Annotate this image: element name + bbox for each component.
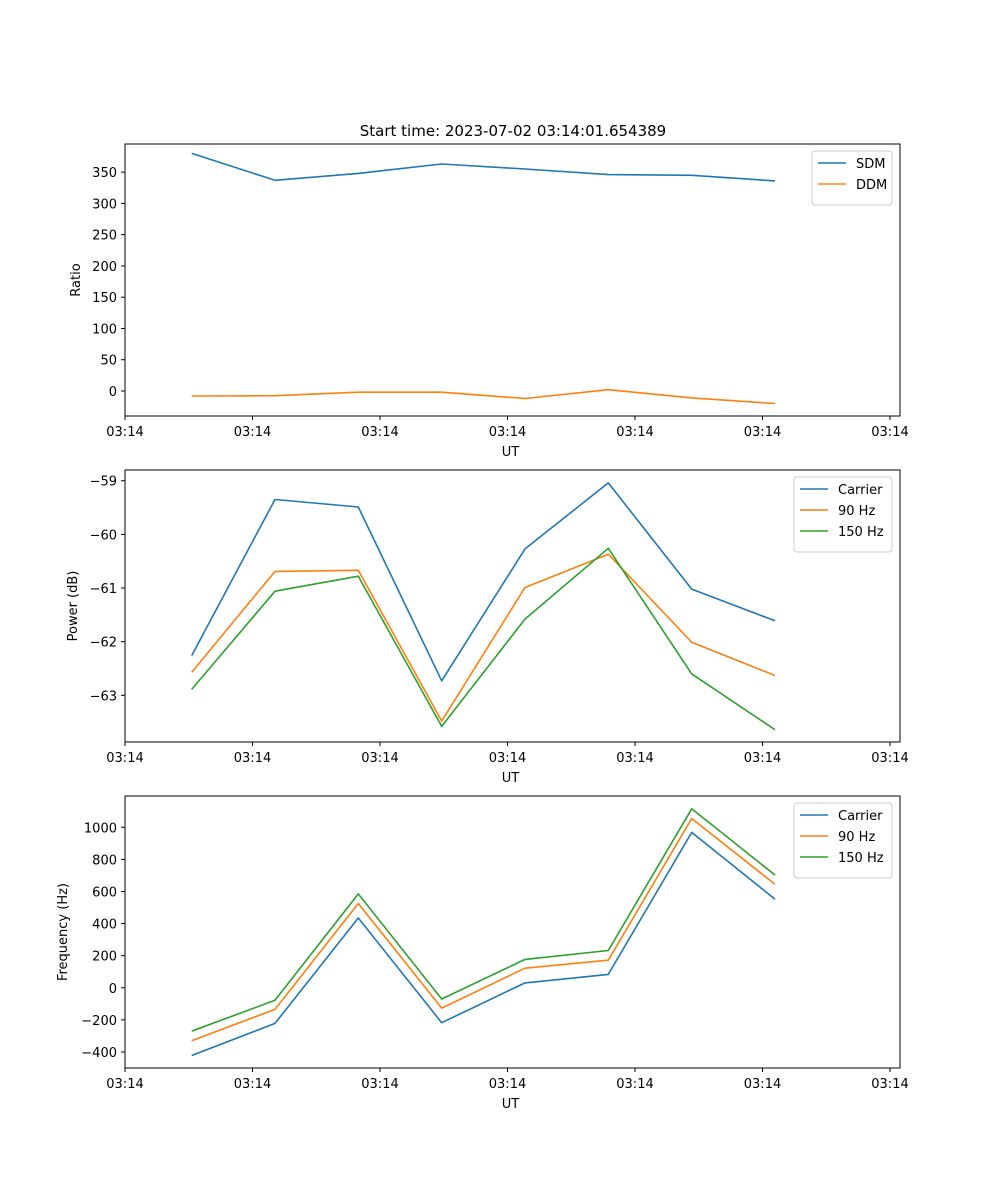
power-x-tick-label: 03:14 (616, 751, 653, 766)
figure-title: Start time: 2023-07-02 03:14:01.654389 (360, 122, 666, 140)
power-y-tick-label: −59 (90, 475, 117, 490)
ratio-y-tick-label: 300 (92, 197, 117, 212)
frequency-x-tick-label: 03:14 (744, 1077, 781, 1092)
frequency-legend (793, 802, 893, 879)
frequency-panel: 03:14 03:14 03:14 03:14 03:14 03:14 03:14 −400 −… (56, 795, 909, 1112)
power-x-tick-label: 03:14 (234, 751, 271, 766)
frequency-x-tick-label: 03:14 (106, 1077, 143, 1092)
power-axes-frame (124, 469, 901, 743)
power-x-tick-label: 03:14 (106, 751, 143, 766)
ratio-legend-label: DDM (856, 178, 887, 193)
power-y-tick-label: −60 (90, 528, 117, 543)
power-series-90-hz-line (191, 553, 776, 722)
power-legend-label: 90 Hz (838, 504, 875, 519)
frequency-legend-label: 90 Hz (838, 830, 875, 845)
ratio-x-tick-label: 03:14 (871, 425, 908, 440)
frequency-y-axis-label: Frequency (Hz) (56, 883, 71, 981)
ratio-x-tick-label: 03:14 (616, 425, 653, 440)
frequency-axes-frame (124, 795, 901, 1069)
ratio-legend-label: SDM (856, 157, 885, 172)
frequency-y-tick-label: 600 (92, 885, 117, 900)
frequency-y-tick-label: 0 (109, 982, 117, 997)
frequency-y-tick-label: −200 (81, 1014, 117, 1029)
frequency-legend-label: Carrier (838, 809, 883, 824)
ratio-x-axis-label: UT (502, 445, 520, 460)
frequency-legend-label: 150 Hz (838, 851, 884, 866)
power-y-tick-label: −61 (90, 582, 117, 597)
frequency-x-tick-label: 03:14 (871, 1077, 908, 1092)
ratio-y-axis-label: Ratio (69, 263, 84, 296)
ratio-series-ddm-line (191, 388, 776, 405)
ratio-x-tick-label: 03:14 (744, 425, 781, 440)
frequency-x-tick-label: 03:14 (361, 1077, 398, 1092)
power-legend (793, 476, 893, 553)
ratio-legend (811, 150, 893, 206)
ratio-axes-frame (124, 143, 901, 417)
power-legend-label: 150 Hz (838, 525, 884, 540)
frequency-series-90-hz-line (191, 817, 776, 1042)
power-legend-label: Carrier (838, 483, 883, 498)
ratio-y-tick-label: 250 (92, 229, 117, 244)
frequency-y-tick-label: −400 (81, 1046, 117, 1061)
frequency-x-axis-label: UT (502, 1097, 520, 1112)
frequency-y-tick-label: 1000 (84, 821, 117, 836)
frequency-y-tick-label: 400 (92, 918, 117, 933)
power-y-axis-label: Power (dB) (66, 571, 81, 642)
ratio-series-sdm-line (191, 152, 776, 182)
ratio-y-tick-label: 350 (92, 166, 117, 181)
ratio-y-tick-label: 50 (100, 354, 117, 369)
ratio-x-tick-label: 03:14 (106, 425, 143, 440)
frequency-series-150-hz-line (191, 807, 776, 1032)
power-y-tick-label: −62 (90, 636, 117, 651)
frequency-x-tick-label: 03:14 (616, 1077, 653, 1092)
power-x-tick-label: 03:14 (744, 751, 781, 766)
power-panel: 03:14 03:14 03:14 03:14 03:14 03:14 03:14 −63 −6… (66, 469, 909, 786)
power-x-tick-label: 03:14 (871, 751, 908, 766)
power-x-tick-label: 03:14 (361, 751, 398, 766)
ratio-y-tick-label: 200 (92, 260, 117, 275)
power-x-axis-label: UT (502, 771, 520, 786)
ratio-x-tick-label: 03:14 (234, 425, 271, 440)
ratio-y-tick-label: 0 (109, 385, 117, 400)
power-series-150-hz-line (191, 547, 776, 731)
frequency-series-carrier-line (191, 831, 776, 1057)
ratio-x-tick-label: 03:14 (489, 425, 526, 440)
ratio-y-tick-label: 150 (92, 291, 117, 306)
frequency-y-tick-label: 800 (92, 853, 117, 868)
ratio-y-tick-label: 100 (92, 322, 117, 337)
power-y-tick-label: −63 (90, 689, 117, 704)
power-x-tick-label: 03:14 (489, 751, 526, 766)
ratio-panel: 03:14 03:14 03:14 03:14 03:14 03:14 03:14 0 50 10… (69, 143, 909, 460)
frequency-x-tick-label: 03:14 (489, 1077, 526, 1092)
power-series-carrier-line (190, 482, 776, 682)
frequency-y-tick-label: 200 (92, 950, 117, 965)
frequency-x-tick-label: 03:14 (234, 1077, 271, 1092)
ratio-x-tick-label: 03:14 (361, 425, 398, 440)
